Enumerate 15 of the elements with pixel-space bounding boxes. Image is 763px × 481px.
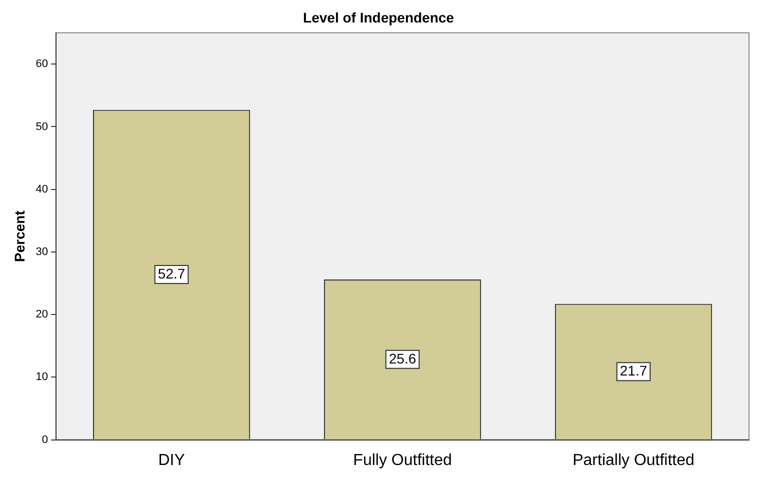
y-tick-label: 10 xyxy=(36,371,48,384)
y-tick-label: 20 xyxy=(36,308,48,321)
y-tick-label: 60 xyxy=(36,58,48,70)
chart-title: Level of Independence xyxy=(303,9,454,26)
y-tick-label: 40 xyxy=(36,183,48,196)
y-tick-label: 0 xyxy=(42,434,48,446)
data-label: 52.7 xyxy=(158,265,186,282)
x-tick-label: Partially Outfitted xyxy=(572,452,694,469)
x-tick-label: Fully Outfitted xyxy=(353,452,452,469)
y-axis-title: Percent xyxy=(11,210,28,262)
data-label: 25.6 xyxy=(388,350,416,366)
x-tick-label: DIY xyxy=(158,452,186,469)
y-tick-label: 50 xyxy=(36,120,48,133)
y-tick-label: 30 xyxy=(36,246,48,258)
data-label: 21.7 xyxy=(620,362,648,378)
